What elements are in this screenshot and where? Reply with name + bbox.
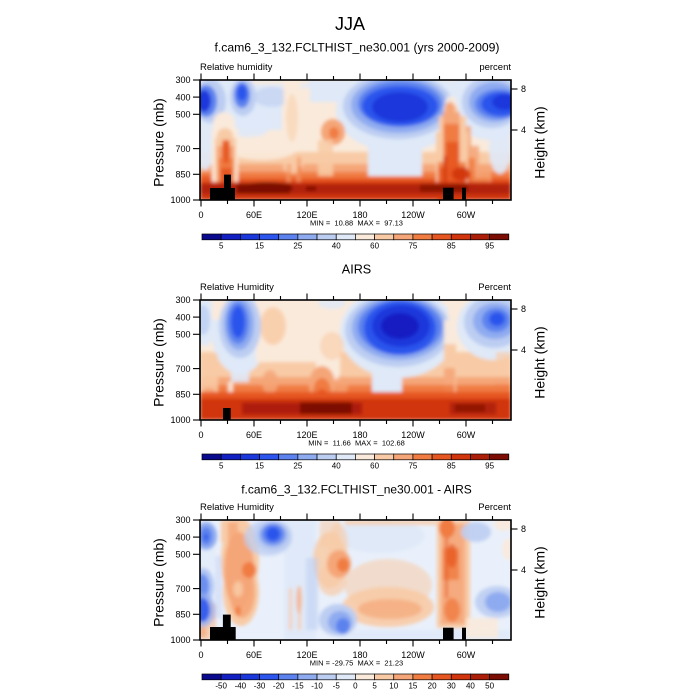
svg-text:8: 8 <box>521 524 526 534</box>
svg-text:60E: 60E <box>246 430 262 440</box>
svg-text:5: 5 <box>219 462 224 471</box>
svg-text:0: 0 <box>198 650 203 660</box>
svg-text:Height (km): Height (km) <box>532 106 548 178</box>
svg-text:500: 500 <box>175 110 190 120</box>
svg-text:400: 400 <box>175 92 190 102</box>
svg-text:percent: percent <box>479 62 511 73</box>
svg-text:0: 0 <box>198 210 203 220</box>
svg-text:850: 850 <box>175 610 190 620</box>
svg-text:180: 180 <box>352 210 367 220</box>
svg-text:300: 300 <box>175 75 190 85</box>
svg-text:60W: 60W <box>457 650 476 660</box>
svg-text:60: 60 <box>370 242 379 251</box>
svg-text:20: 20 <box>428 682 437 691</box>
svg-text:95: 95 <box>485 462 494 471</box>
svg-text:120W: 120W <box>401 650 425 660</box>
svg-text:75: 75 <box>408 462 417 471</box>
svg-text:MIN = 10.88 MAX = 97.13: MIN = 10.88 MAX = 97.13 <box>310 219 403 228</box>
svg-text:30: 30 <box>447 682 456 691</box>
svg-text:1000: 1000 <box>170 195 190 205</box>
svg-text:0: 0 <box>198 430 203 440</box>
svg-text:25: 25 <box>293 462 302 471</box>
svg-text:60: 60 <box>370 462 379 471</box>
svg-text:-20: -20 <box>273 682 285 691</box>
svg-text:85: 85 <box>447 462 456 471</box>
svg-text:5: 5 <box>372 682 377 691</box>
svg-text:500: 500 <box>175 330 190 340</box>
svg-text:850: 850 <box>175 390 190 400</box>
svg-text:75: 75 <box>408 242 417 251</box>
svg-text:700: 700 <box>175 584 190 594</box>
svg-text:Pressure (mb): Pressure (mb) <box>151 538 167 627</box>
svg-text:25: 25 <box>293 242 302 251</box>
svg-text:40: 40 <box>332 462 341 471</box>
svg-text:Height (km): Height (km) <box>532 326 548 398</box>
svg-text:4: 4 <box>521 565 526 575</box>
svg-text:Relative humidity: Relative humidity <box>200 62 273 73</box>
svg-text:8: 8 <box>521 84 526 94</box>
svg-text:1000: 1000 <box>170 635 190 645</box>
svg-text:400: 400 <box>175 312 190 322</box>
svg-text:60W: 60W <box>457 430 476 440</box>
svg-text:15: 15 <box>255 242 264 251</box>
svg-text:Percent: Percent <box>478 502 511 513</box>
svg-text:-15: -15 <box>292 682 304 691</box>
svg-text:50: 50 <box>485 682 494 691</box>
svg-text:f.cam6_3_132.FCLTHIST_ne30.001: f.cam6_3_132.FCLTHIST_ne30.001 - AIRS <box>241 483 472 497</box>
svg-text:-40: -40 <box>235 682 247 691</box>
svg-text:f.cam6_3_132.FCLTHIST_ne30.001: f.cam6_3_132.FCLTHIST_ne30.001 (yrs 2000… <box>215 41 500 55</box>
svg-text:85: 85 <box>447 242 456 251</box>
svg-text:15: 15 <box>255 462 264 471</box>
svg-text:120E: 120E <box>296 210 317 220</box>
svg-text:120W: 120W <box>401 210 425 220</box>
svg-text:40: 40 <box>466 682 475 691</box>
svg-text:MIN = -29.75 MAX = 21.23: MIN = -29.75 MAX = 21.23 <box>310 659 403 668</box>
svg-text:Pressure (mb): Pressure (mb) <box>151 98 167 187</box>
svg-text:Height (km): Height (km) <box>532 546 548 618</box>
svg-text:Relative Humidity: Relative Humidity <box>200 502 274 513</box>
svg-text:-5: -5 <box>333 682 341 691</box>
svg-text:-10: -10 <box>311 682 323 691</box>
svg-text:180: 180 <box>352 650 367 660</box>
svg-text:300: 300 <box>175 515 190 525</box>
svg-text:-30: -30 <box>254 682 266 691</box>
svg-text:4: 4 <box>521 125 526 135</box>
svg-text:4: 4 <box>521 345 526 355</box>
svg-text:10: 10 <box>389 682 398 691</box>
svg-text:180: 180 <box>352 430 367 440</box>
svg-text:5: 5 <box>219 242 224 251</box>
svg-text:15: 15 <box>408 682 417 691</box>
svg-text:850: 850 <box>175 170 190 180</box>
svg-text:700: 700 <box>175 364 190 374</box>
svg-text:700: 700 <box>175 144 190 154</box>
svg-text:Percent: Percent <box>478 282 511 293</box>
svg-text:-50: -50 <box>215 682 227 691</box>
svg-text:500: 500 <box>175 550 190 560</box>
svg-text:Relative Humidity: Relative Humidity <box>200 282 274 293</box>
svg-text:40: 40 <box>332 242 341 251</box>
svg-text:60W: 60W <box>457 210 476 220</box>
svg-text:JJA: JJA <box>335 14 365 34</box>
svg-text:95: 95 <box>485 242 494 251</box>
svg-text:60E: 60E <box>246 650 262 660</box>
svg-text:AIRS: AIRS <box>342 263 371 277</box>
svg-text:120E: 120E <box>296 650 317 660</box>
svg-text:400: 400 <box>175 532 190 542</box>
svg-text:0: 0 <box>353 682 358 691</box>
svg-text:Pressure (mb): Pressure (mb) <box>151 318 167 407</box>
svg-text:60E: 60E <box>246 210 262 220</box>
svg-text:120E: 120E <box>296 430 317 440</box>
svg-text:8: 8 <box>521 304 526 314</box>
svg-text:MIN = 11.66 MAX = 102.68: MIN = 11.66 MAX = 102.68 <box>308 439 405 448</box>
svg-text:300: 300 <box>175 295 190 305</box>
svg-text:120W: 120W <box>401 430 425 440</box>
svg-text:1000: 1000 <box>170 415 190 425</box>
